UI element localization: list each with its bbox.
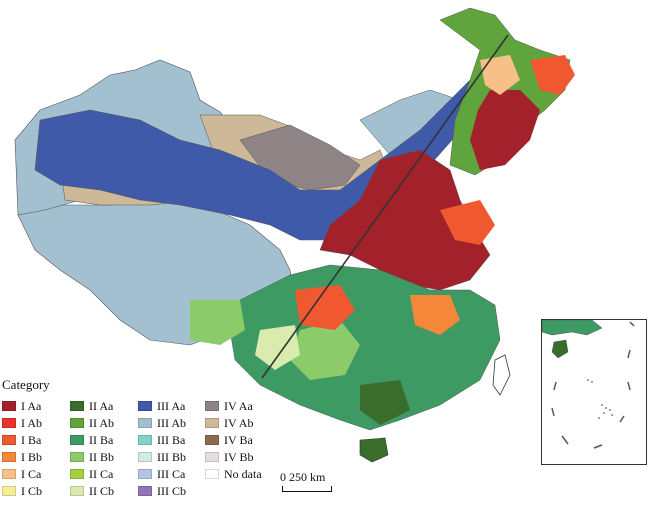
legend-label: IV Ba (224, 432, 253, 447)
legend-swatch (138, 435, 152, 445)
legend-item: No data (205, 466, 262, 482)
legend-swatch (138, 452, 152, 462)
legend-swatch (70, 452, 84, 462)
legend-item: I Cb (2, 483, 42, 499)
legend-item: III Ba (138, 432, 185, 448)
legend-label: IV Bb (224, 449, 254, 464)
region-yunnan-green (190, 300, 245, 345)
legend-label: III Ba (157, 432, 186, 447)
legend-swatch (2, 486, 16, 496)
region-northeast-peach (480, 55, 520, 95)
region-guangxi-dark (360, 380, 410, 425)
legend-swatch (205, 469, 219, 479)
south-china-sea-inset (541, 319, 647, 465)
region-yangtze-orange (410, 295, 460, 335)
legend-swatch (205, 435, 219, 445)
legend-label: II Ab (89, 415, 114, 430)
legend-item: I Aa (2, 398, 41, 414)
legend-item: I Bb (2, 449, 42, 465)
legend-label: III Ca (157, 466, 186, 481)
legend-swatch (138, 486, 152, 496)
legend-item: I Ba (2, 432, 41, 448)
legend-label: III Aa (157, 398, 186, 413)
legend-item: II Ca (70, 466, 113, 482)
legend-swatch (2, 418, 16, 428)
inset-hainan (551, 339, 569, 359)
legend-swatch (70, 401, 84, 411)
legend-swatch (138, 418, 152, 428)
legend-item: IV Bb (205, 449, 253, 465)
legend-swatch (70, 469, 84, 479)
scale-bar-label: 0 250 km (280, 470, 326, 484)
legend-swatch (205, 401, 219, 411)
region-taiwan (492, 354, 511, 396)
legend-label: III Bb (157, 449, 186, 464)
legend-swatch (205, 418, 219, 428)
legend-swatch (70, 435, 84, 445)
legend-label: I Ab (21, 415, 42, 430)
legend-item: II Ab (70, 415, 114, 431)
legend-title: Category (2, 377, 50, 392)
legend-swatch (70, 418, 84, 428)
inset-dash-line (551, 321, 635, 449)
legend-swatch (138, 401, 152, 411)
legend-item: II Aa (70, 398, 113, 414)
legend-label: I Bb (21, 449, 42, 464)
legend-item: IV Aa (205, 398, 253, 414)
legend-label: III Ab (157, 415, 186, 430)
legend-label: I Ca (21, 466, 42, 481)
legend-swatch (2, 401, 16, 411)
inset-map (542, 320, 635, 449)
legend-swatch (2, 452, 16, 462)
scale-bar-line (282, 486, 332, 492)
legend-item: III Cb (138, 483, 186, 499)
legend-item: II Ba (70, 432, 113, 448)
legend-label: I Ba (21, 432, 42, 447)
legend-item: III Ca (138, 466, 185, 482)
legend-swatch (2, 469, 16, 479)
legend-label: II Cb (89, 483, 114, 498)
region-shandong-orange (440, 200, 495, 245)
legend-label: III Cb (157, 483, 186, 498)
legend-swatch (138, 469, 152, 479)
legend-swatch (2, 435, 16, 445)
legend-swatch (70, 486, 84, 496)
legend-item: IV Ba (205, 432, 253, 448)
legend-label: II Aa (89, 398, 114, 413)
region-sichuan-orange (295, 285, 355, 330)
region-northeast-orange (530, 55, 575, 95)
legend-label: I Cb (21, 483, 42, 498)
region-south-yellow (255, 325, 300, 370)
scale-bar: 0 250 km (280, 470, 350, 496)
inset-islands (587, 379, 613, 419)
legend-item: I Ab (2, 415, 42, 431)
legend-item: IV Ab (205, 415, 253, 431)
legend-item: III Ab (138, 415, 186, 431)
legend-label: IV Aa (224, 398, 253, 413)
legend-label: II Ba (89, 432, 114, 447)
inset-mainland (542, 320, 603, 336)
legend-label: I Aa (21, 398, 42, 413)
legend-item: II Bb (70, 449, 114, 465)
legend-label: II Ca (89, 466, 114, 481)
legend-item: III Aa (138, 398, 185, 414)
legend-item: II Cb (70, 483, 114, 499)
legend-label: II Bb (89, 449, 114, 464)
region-northeast-red (470, 90, 540, 170)
region-hainan (359, 437, 389, 463)
legend-swatch (205, 452, 219, 462)
legend-item: I Ca (2, 466, 41, 482)
legend-label: IV Ab (224, 415, 254, 430)
hu-line (261, 34, 509, 379)
legend-item: III Bb (138, 449, 186, 465)
region-south-light (290, 320, 360, 380)
legend-label: No data (224, 466, 262, 481)
